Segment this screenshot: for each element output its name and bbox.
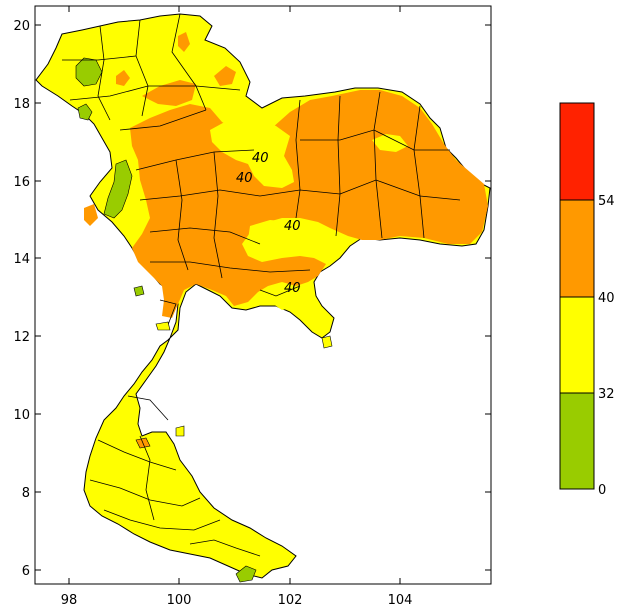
y-tick-label: 16 [13, 175, 30, 190]
y-tick-label: 20 [13, 19, 30, 34]
contour-label-40: 40 [252, 151, 269, 166]
x-tick-label: 98 [61, 593, 78, 608]
region-orange-north-2 [214, 66, 236, 86]
y-tick-label: 14 [13, 252, 30, 267]
y-tick-label: 8 [22, 486, 30, 501]
legend-swatch-yellow [560, 297, 594, 393]
region-green-1 [75, 57, 103, 87]
y-axis: 6 8 10 12 14 16 18 20 [13, 19, 491, 579]
region-orange-north-1 [142, 80, 196, 106]
region-yellow-pocket-2 [248, 220, 350, 256]
legend-swatch-green [560, 393, 594, 489]
y-tick-label: 12 [13, 330, 30, 345]
legend-swatch-red [560, 103, 594, 200]
region-yellow-pocket-3 [372, 134, 408, 152]
province-boundaries [62, 13, 461, 557]
legend-colorbar: 54 40 32 0 [559, 102, 615, 498]
thailand-map [35, 13, 491, 583]
region-orange-west-1 [84, 204, 98, 226]
x-tick-label: 104 [388, 593, 413, 608]
y-tick-label: 18 [13, 97, 30, 112]
island-1 [175, 425, 185, 437]
contour-label-40: 40 [236, 171, 253, 186]
contour-label-40: 40 [284, 281, 301, 296]
region-orange-north-4 [178, 32, 190, 52]
x-axis: 98 100 102 104 [61, 6, 413, 608]
island-2 [155, 321, 171, 331]
region-orange-north-3 [116, 70, 130, 86]
island-3 [321, 335, 333, 349]
y-tick-label: 10 [13, 408, 30, 423]
region-green-2 [77, 103, 93, 121]
region-green-5 [235, 565, 257, 583]
region-green-4 [133, 285, 145, 297]
legend-swatch-orange [560, 200, 594, 297]
legend-label: 40 [598, 291, 615, 306]
y-tick-label: 6 [22, 564, 30, 579]
legend-label: 32 [598, 387, 615, 402]
contour-label-40: 40 [284, 219, 301, 234]
region-yellow-pocket-1 [210, 118, 294, 188]
legend-label: 0 [598, 483, 606, 498]
region-green-3 [103, 159, 133, 219]
region-yellow-pocket-4 [270, 286, 302, 310]
x-tick-label: 102 [278, 593, 303, 608]
x-tick-label: 100 [167, 593, 192, 608]
legend-label: 54 [598, 194, 615, 209]
contour-labels: 40 40 40 40 [236, 151, 301, 296]
